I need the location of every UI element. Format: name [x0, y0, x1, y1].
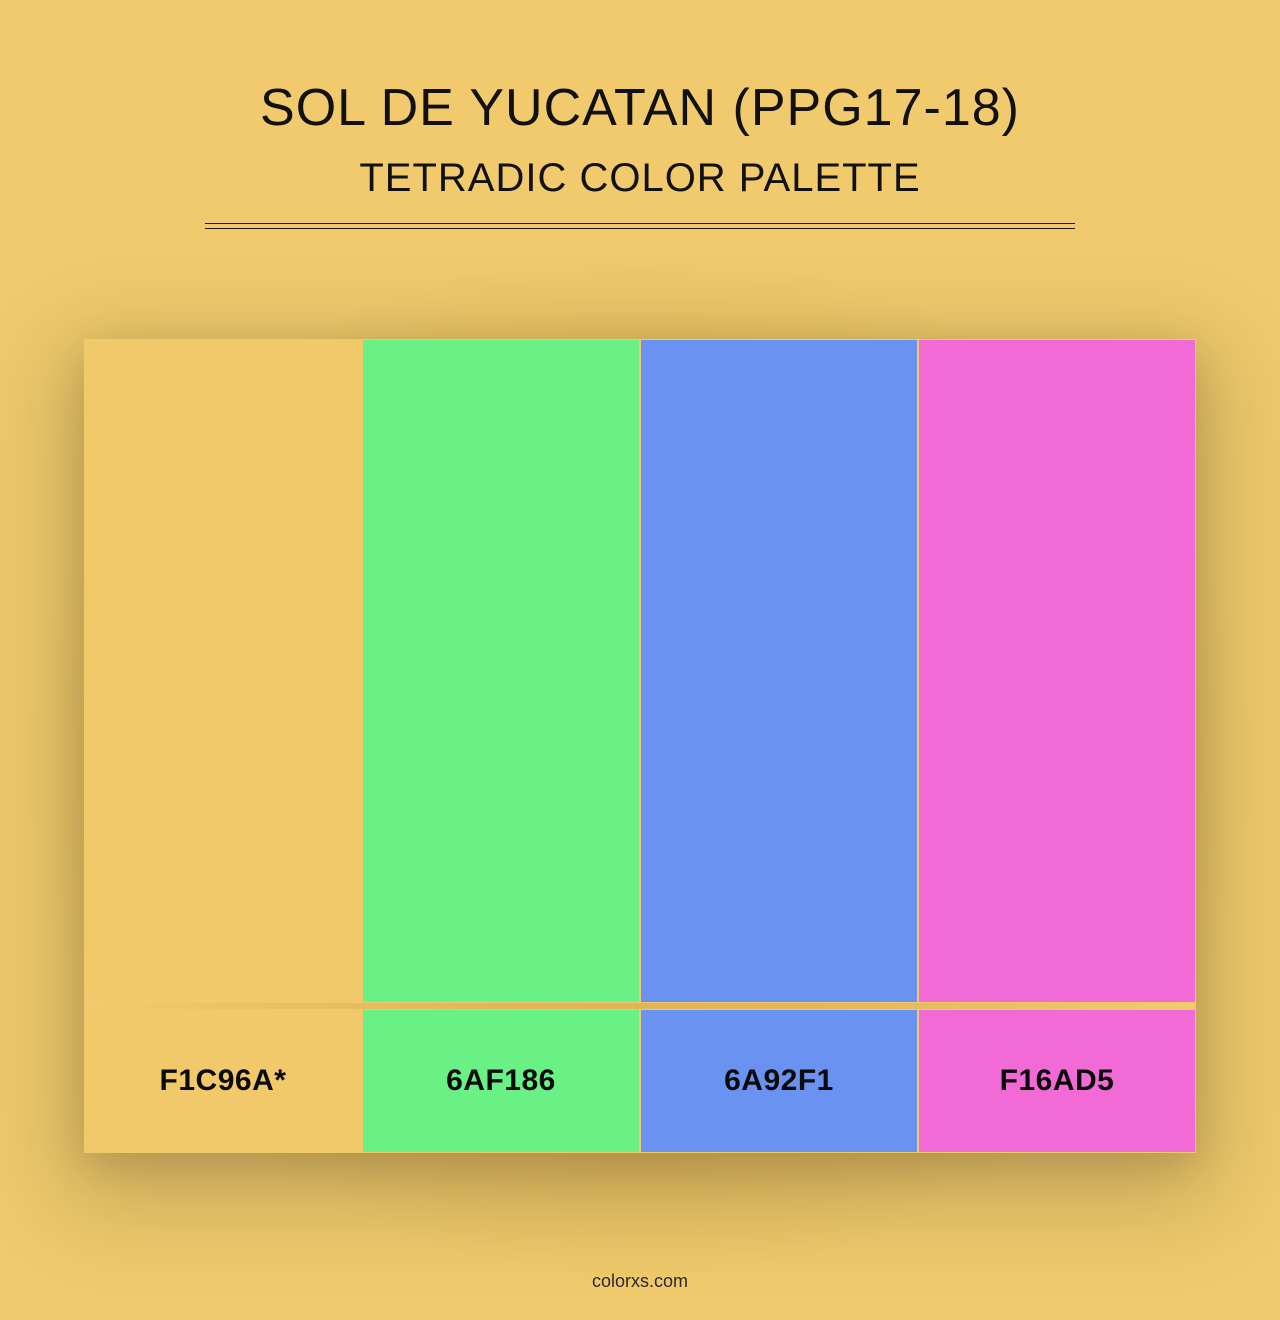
palette: F1C96A* 6AF186 6A92F1 F16AD5 — [84, 339, 1196, 1153]
label-row: F1C96A* 6AF186 6A92F1 F16AD5 — [84, 1009, 1196, 1153]
footer-credit: colorxs.com — [0, 1271, 1280, 1292]
swatch-label: 6A92F1 — [724, 1064, 834, 1098]
label-cell-0: F1C96A* — [84, 1009, 362, 1153]
swatch-0 — [84, 339, 362, 1003]
swatch-label: F16AD5 — [1000, 1064, 1115, 1098]
label-cell-3: F16AD5 — [918, 1009, 1196, 1153]
label-cell-2: 6A92F1 — [640, 1009, 918, 1153]
page-title: SOL DE YUCATAN (PPG17-18) — [205, 78, 1075, 138]
swatch-1 — [362, 339, 640, 1003]
page-subtitle: TETRADIC COLOR PALETTE — [205, 156, 1075, 201]
header-rule — [205, 223, 1075, 229]
swatch-2 — [640, 339, 918, 1003]
swatch-3 — [918, 339, 1196, 1003]
swatch-label: F1C96A* — [160, 1064, 287, 1098]
header: SOL DE YUCATAN (PPG17-18) TETRADIC COLOR… — [205, 78, 1075, 229]
swatch-label: 6AF186 — [446, 1064, 556, 1098]
palette-card: SOL DE YUCATAN (PPG17-18) TETRADIC COLOR… — [0, 0, 1280, 1320]
swatch-row — [84, 339, 1196, 1003]
label-cell-1: 6AF186 — [362, 1009, 640, 1153]
